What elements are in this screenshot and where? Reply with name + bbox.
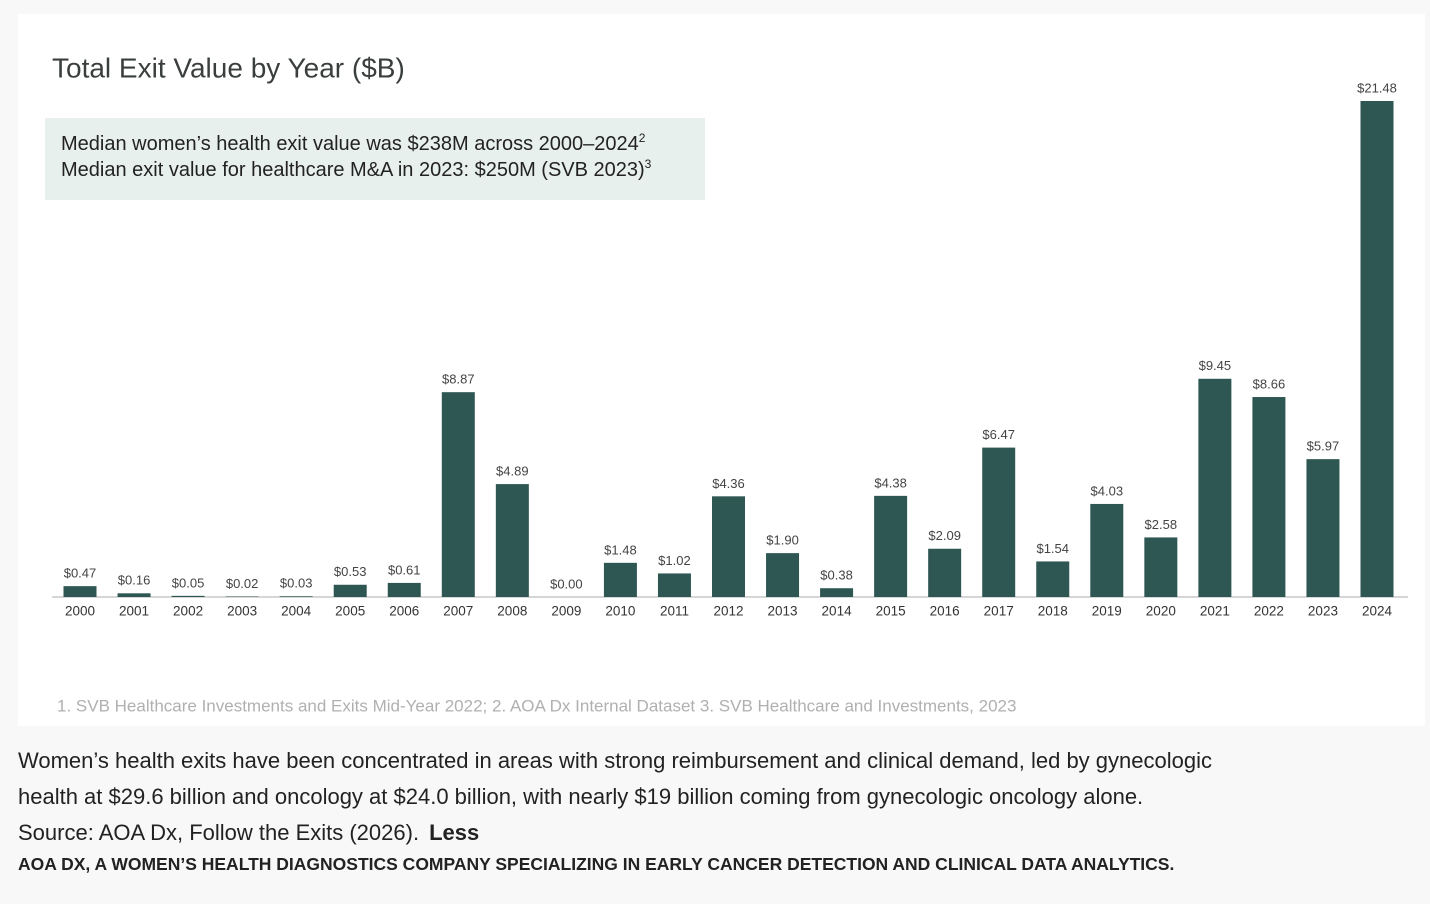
caption-source: Source: AOA Dx, Follow the Exits (2026). xyxy=(18,820,420,845)
bar xyxy=(657,573,691,597)
x-tick-label: 2005 xyxy=(335,604,365,619)
x-tick-label: 2016 xyxy=(930,604,960,619)
footnote: 1. SVB Healthcare Investments and Exits … xyxy=(57,696,1016,715)
x-tick-label: 2007 xyxy=(443,604,473,619)
value-label: $0.38 xyxy=(820,568,853,583)
x-tick-label: 2020 xyxy=(1146,604,1176,619)
bar xyxy=(928,548,962,597)
x-tick-label: 2013 xyxy=(768,604,798,619)
bar xyxy=(1360,101,1394,597)
less-toggle[interactable]: Less xyxy=(429,820,480,845)
value-label: $0.53 xyxy=(334,564,367,579)
value-label: $4.38 xyxy=(874,475,907,490)
annotation: Median exit value for healthcare M&A in … xyxy=(61,157,652,181)
bar xyxy=(1252,397,1286,597)
bar xyxy=(712,496,745,597)
bar xyxy=(1144,537,1178,597)
annotation-box xyxy=(45,118,705,200)
bar xyxy=(1036,561,1070,597)
value-label: $0.16 xyxy=(118,573,151,588)
value-label: $4.36 xyxy=(712,476,745,491)
bar xyxy=(1306,459,1340,597)
x-tick-label: 2024 xyxy=(1362,604,1393,619)
x-tick-label: 2002 xyxy=(173,604,203,619)
annotation-note: 2 xyxy=(639,131,646,145)
x-tick-label: 2008 xyxy=(497,604,527,619)
value-label: $4.03 xyxy=(1091,483,1124,498)
x-tick-label: 2006 xyxy=(389,604,419,619)
bar xyxy=(441,392,475,597)
value-label: $1.02 xyxy=(658,553,691,568)
value-label: $0.02 xyxy=(226,576,259,591)
value-label: $0.47 xyxy=(64,566,97,581)
x-tick-label: 2010 xyxy=(605,604,635,619)
value-label: $0.03 xyxy=(280,576,313,591)
annotation-text: Median women’s health exit value was $23… xyxy=(61,133,639,155)
x-tick-label: 2000 xyxy=(65,604,95,619)
x-tick-label: 2019 xyxy=(1092,604,1122,619)
bar xyxy=(1090,503,1124,597)
chart-title: Total Exit Value by Year ($B) xyxy=(52,52,405,83)
value-label: $2.09 xyxy=(928,528,961,543)
bar xyxy=(387,582,421,597)
bar xyxy=(1198,378,1232,597)
bar xyxy=(63,586,97,597)
bar xyxy=(603,562,637,597)
value-label: $5.97 xyxy=(1307,439,1340,454)
x-tick-label: 2018 xyxy=(1038,604,1068,619)
x-tick-label: 2012 xyxy=(713,604,743,619)
bar xyxy=(982,447,1016,597)
bar xyxy=(495,484,529,597)
x-tick-label: 2015 xyxy=(876,604,906,619)
annotation-note: 3 xyxy=(645,157,652,171)
bar xyxy=(333,584,367,597)
value-label: $8.66 xyxy=(1253,376,1286,391)
value-label: $1.48 xyxy=(604,542,637,557)
annotation: Median women’s health exit value was $23… xyxy=(61,131,646,155)
bar xyxy=(820,588,854,597)
x-tick-label: 2009 xyxy=(551,604,581,619)
bar xyxy=(117,593,151,597)
bar xyxy=(766,553,800,597)
x-tick-label: 2023 xyxy=(1308,604,1338,619)
value-label: $4.89 xyxy=(496,464,529,479)
x-tick-label: 2017 xyxy=(984,604,1014,619)
bar xyxy=(171,595,205,597)
x-tick-label: 2001 xyxy=(119,604,149,619)
x-tick-label: 2004 xyxy=(281,604,312,619)
caption-line: Source: AOA Dx, Follow the Exits (2026).… xyxy=(18,820,479,846)
value-label: $9.45 xyxy=(1199,358,1232,373)
credit: AOA DX, A WOMEN’S HEALTH DIAGNOSTICS COM… xyxy=(18,854,1175,874)
value-label: $6.47 xyxy=(982,427,1015,442)
value-label: $2.58 xyxy=(1145,517,1178,532)
value-label: $8.87 xyxy=(442,372,475,387)
value-label: $0.61 xyxy=(388,562,421,577)
x-tick-label: 2014 xyxy=(822,604,853,619)
x-tick-label: 2022 xyxy=(1254,604,1284,619)
x-tick-label: 2011 xyxy=(660,604,689,619)
value-label: $1.90 xyxy=(766,533,799,548)
annotation-text: Median exit value for healthcare M&A in … xyxy=(61,159,645,181)
bar xyxy=(279,596,313,597)
x-tick-label: 2021 xyxy=(1200,604,1230,619)
value-label: $1.54 xyxy=(1036,541,1069,556)
caption-line: health at $29.6 billion and oncology at … xyxy=(18,784,1144,809)
value-label: $0.05 xyxy=(172,575,205,590)
caption-line: Women’s health exits have been concentra… xyxy=(18,748,1212,773)
bar xyxy=(874,495,908,597)
chart: Total Exit Value by Year ($B) Median wom… xyxy=(45,52,1408,716)
x-tick-label: 2003 xyxy=(227,604,257,619)
value-label: $0.00 xyxy=(550,576,583,591)
value-label: $21.48 xyxy=(1357,80,1397,95)
